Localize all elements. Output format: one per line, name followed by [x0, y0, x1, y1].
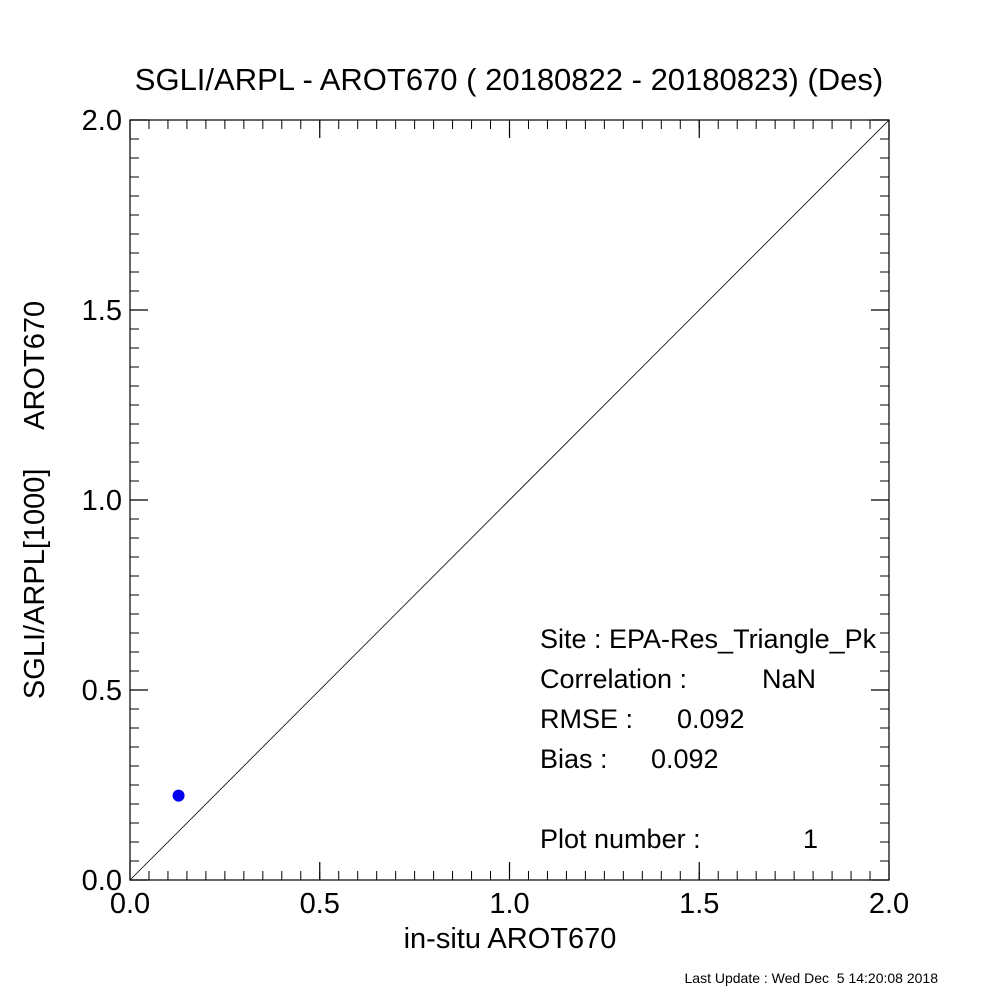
y-axis-label: SGLI/ARPL[1000] AROT670 — [19, 301, 51, 699]
data-points — [172, 789, 185, 802]
y-tick-label: 0.0 — [82, 865, 122, 897]
plot-number-value: 1 — [803, 824, 818, 854]
y-tick-label: 1.5 — [82, 295, 122, 327]
bias-value: 0.092 — [651, 744, 719, 774]
last-update-text: Last Update : Wed Dec 5 14:20:08 2018 — [685, 970, 939, 986]
plot-frame — [129, 119, 890, 881]
x-tick-label: 0.0 — [110, 888, 150, 920]
x-tick-label: 1.0 — [489, 888, 529, 920]
bias-label: Bias : — [540, 744, 608, 774]
x-tick-label: 2.0 — [869, 888, 909, 920]
plot-number-label: Plot number : — [540, 824, 701, 854]
x-tick-label: 1.5 — [679, 888, 719, 920]
one-to-one-line — [129, 119, 890, 881]
data-point — [172, 789, 185, 802]
site-text: Site : EPA-Res_Triangle_Pk — [540, 624, 877, 654]
rmse-label: RMSE : — [540, 704, 633, 734]
chart-title: SGLI/ARPL - AROT670 ( 20180822 - 2018082… — [135, 62, 883, 97]
correlation-value: NaN — [762, 664, 816, 694]
y-tick-label: 2.0 — [82, 105, 122, 137]
y-tick-label: 0.5 — [82, 675, 122, 707]
y-tick-label: 1.0 — [82, 485, 122, 517]
x-tick-label: 0.5 — [300, 888, 340, 920]
correlation-label: Correlation : — [540, 664, 687, 694]
tick-labels: 0.0 0.5 1.0 1.5 2.0 0.0 0.5 1.0 1.5 2.0 — [82, 105, 909, 920]
rmse-value: 0.092 — [677, 704, 745, 734]
stats-annotation: Site : EPA-Res_Triangle_Pk Correlation :… — [540, 624, 877, 854]
x-axis-label: in-situ AROT670 — [404, 923, 617, 955]
